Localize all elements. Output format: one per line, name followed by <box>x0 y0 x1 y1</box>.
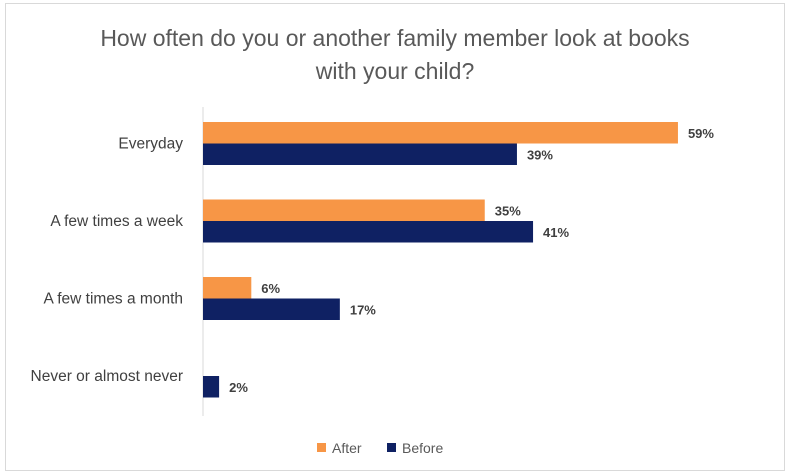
bar-chart: Everyday 59% 39% A few times a week 35% 41% A … <box>31 107 714 456</box>
legend-label-before: Before <box>402 440 443 456</box>
bar-after <box>203 122 678 144</box>
data-label-after: 59% <box>688 126 714 141</box>
data-label-before: 41% <box>543 225 569 240</box>
bar-before <box>203 143 517 165</box>
bar-before <box>203 221 534 243</box>
legend-swatch-before <box>387 443 396 452</box>
legend-label-after: After <box>332 440 362 456</box>
bar-before <box>203 376 220 398</box>
chart-title-line-2: with your child? <box>315 58 475 84</box>
category-label: Never or almost never <box>31 368 183 385</box>
data-label-before: 17% <box>350 302 376 317</box>
bar-after <box>203 199 485 221</box>
legend-swatch-after <box>317 443 326 452</box>
chart-frame: How often do you or another family membe… <box>5 3 785 471</box>
category-label: A few times a month <box>43 291 183 308</box>
bar-after <box>203 277 252 299</box>
bar-before <box>203 298 340 320</box>
category-label: Everyday <box>118 136 183 153</box>
chart-title: How often do you or another family membe… <box>6 22 784 88</box>
data-label-before: 39% <box>527 147 553 162</box>
category-label: A few times a week <box>50 213 183 230</box>
data-label-before: 2% <box>229 380 248 395</box>
data-label-after: 6% <box>261 281 280 296</box>
data-label-after: 35% <box>495 203 521 218</box>
chart-title-line-1: How often do you or another family membe… <box>100 25 690 51</box>
